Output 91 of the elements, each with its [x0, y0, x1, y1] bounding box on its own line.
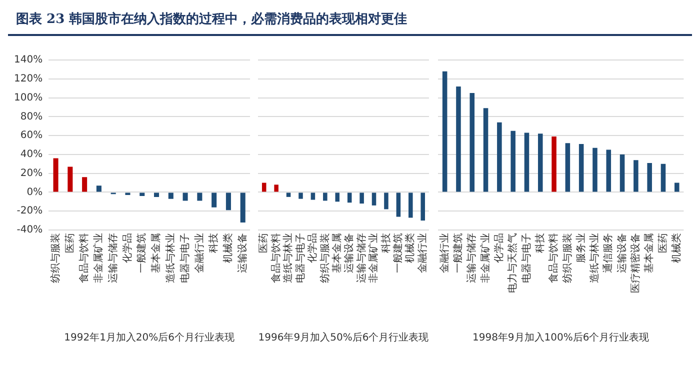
y-tick-label: 40% — [20, 149, 43, 160]
x-tick-label: 造纸与林业 — [588, 233, 601, 283]
x-tick-label: 服务业 — [574, 233, 587, 263]
y-tick-label: 120% — [14, 73, 43, 84]
x-tick-label: 非金属矿业 — [368, 233, 380, 283]
x-tick-label: 一般建筑 — [136, 233, 148, 273]
bar — [565, 143, 570, 192]
bar — [140, 192, 145, 196]
x-tick-label: 纺织与服装 — [318, 233, 331, 283]
x-tick-label: 金融行业 — [193, 233, 206, 273]
x-tick-label: 科技 — [208, 233, 220, 253]
y-tick-label: 60% — [20, 130, 43, 142]
bar — [182, 192, 188, 201]
bar — [470, 93, 475, 192]
x-tick-label: 运输设备 — [343, 233, 356, 273]
x-tick-label: 通信服务 — [602, 233, 614, 273]
x-tick-label: 科技 — [534, 233, 546, 253]
x-tick-label: 运输与储存 — [466, 233, 478, 283]
x-tick-label: 电器与电子 — [294, 233, 306, 283]
x-tick-label: 机械类 — [404, 233, 416, 263]
bar — [497, 122, 502, 192]
x-tick-label: 造纸与林业 — [164, 233, 176, 283]
bar — [240, 192, 246, 222]
bar — [125, 192, 130, 196]
bar — [634, 160, 638, 192]
bar — [168, 192, 174, 199]
bar — [212, 192, 217, 208]
x-tick-label: 机械类 — [222, 233, 234, 263]
bar — [620, 154, 625, 192]
bar — [226, 192, 231, 210]
x-tick-label: 非金属矿业 — [479, 233, 492, 283]
x-tick-label: 基本金属 — [150, 233, 162, 273]
bar — [674, 182, 680, 192]
x-tick-label: 运输设备 — [616, 233, 628, 273]
x-tick-label: 科技 — [380, 233, 392, 253]
x-tick-label: 食品与饮料 — [548, 233, 560, 283]
y-tick-label: -20% — [16, 206, 43, 217]
x-tick-label: 一般建筑 — [392, 233, 404, 273]
bar — [53, 158, 58, 192]
x-tick-label: 医药 — [258, 233, 270, 253]
x-tick-label: 一般建筑 — [452, 233, 464, 273]
y-tick-label: 0% — [26, 186, 43, 198]
bar — [154, 192, 160, 197]
bar — [538, 134, 543, 192]
y-tick-label: 80% — [20, 111, 43, 122]
x-tick-label: 医药 — [656, 233, 669, 253]
x-tick-label: 机械类 — [670, 233, 682, 263]
x-axis-title: 1996年9月加入50%后6个月行业表现 — [258, 332, 429, 344]
bar — [606, 150, 612, 192]
x-tick-label: 电力与天然气 — [506, 233, 519, 293]
x-tick-label: 基本金属 — [330, 233, 343, 273]
bar — [578, 144, 584, 192]
bar — [82, 177, 88, 192]
bar — [510, 130, 516, 192]
x-tick-label: 运输与储存 — [106, 233, 119, 283]
chart-title: 图表 23 韩国股市在纳入指数的过程中，必需消费品的表现相对更佳 — [8, 8, 692, 36]
bar — [647, 162, 652, 192]
x-tick-label: 基本金属 — [643, 233, 656, 273]
x-tick-label: 非金属矿业 — [92, 233, 105, 283]
y-tick-label: -40% — [16, 224, 43, 236]
x-tick-label: 化学品 — [121, 233, 134, 263]
bar — [197, 192, 202, 201]
x-tick-label: 化学品 — [306, 233, 319, 263]
y-tick-label: 100% — [14, 92, 43, 104]
bar — [456, 86, 461, 192]
x-tick-label: 医药 — [64, 233, 76, 253]
x-axis-title: 1998年9月加入100%后6个月行业表现 — [472, 332, 650, 344]
bar — [96, 186, 102, 192]
x-tick-label: 医疗精密设备 — [630, 233, 642, 293]
bar — [68, 166, 73, 192]
x-tick-label: 电器与电子 — [178, 233, 191, 283]
x-tick-label: 金融行业 — [438, 233, 450, 273]
x-tick-label: 造纸与林业 — [282, 233, 294, 283]
bar — [524, 132, 530, 192]
bar — [660, 164, 666, 192]
x-tick-label: 金融行业 — [416, 233, 428, 273]
y-tick-label: 140% — [14, 54, 43, 66]
x-tick-label: 纺织与服装 — [49, 233, 62, 283]
x-tick-label: 运输设备 — [236, 233, 248, 273]
bar — [483, 108, 488, 192]
x-tick-label: 食品与饮料 — [78, 233, 90, 283]
x-axis-title: 1992年1月加入20%后6个月行业表现 — [64, 332, 235, 344]
x-tick-label: 纺织与服装 — [561, 233, 574, 283]
x-tick-label: 电器与电子 — [520, 233, 532, 283]
bar — [442, 71, 448, 192]
bar — [592, 148, 598, 192]
x-tick-label: 食品与饮料 — [270, 233, 282, 283]
y-tick-label: 20% — [20, 168, 43, 179]
x-tick-label: 运输与储存 — [355, 233, 368, 283]
x-tick-label: 化学品 — [493, 233, 506, 263]
bar — [552, 136, 556, 192]
